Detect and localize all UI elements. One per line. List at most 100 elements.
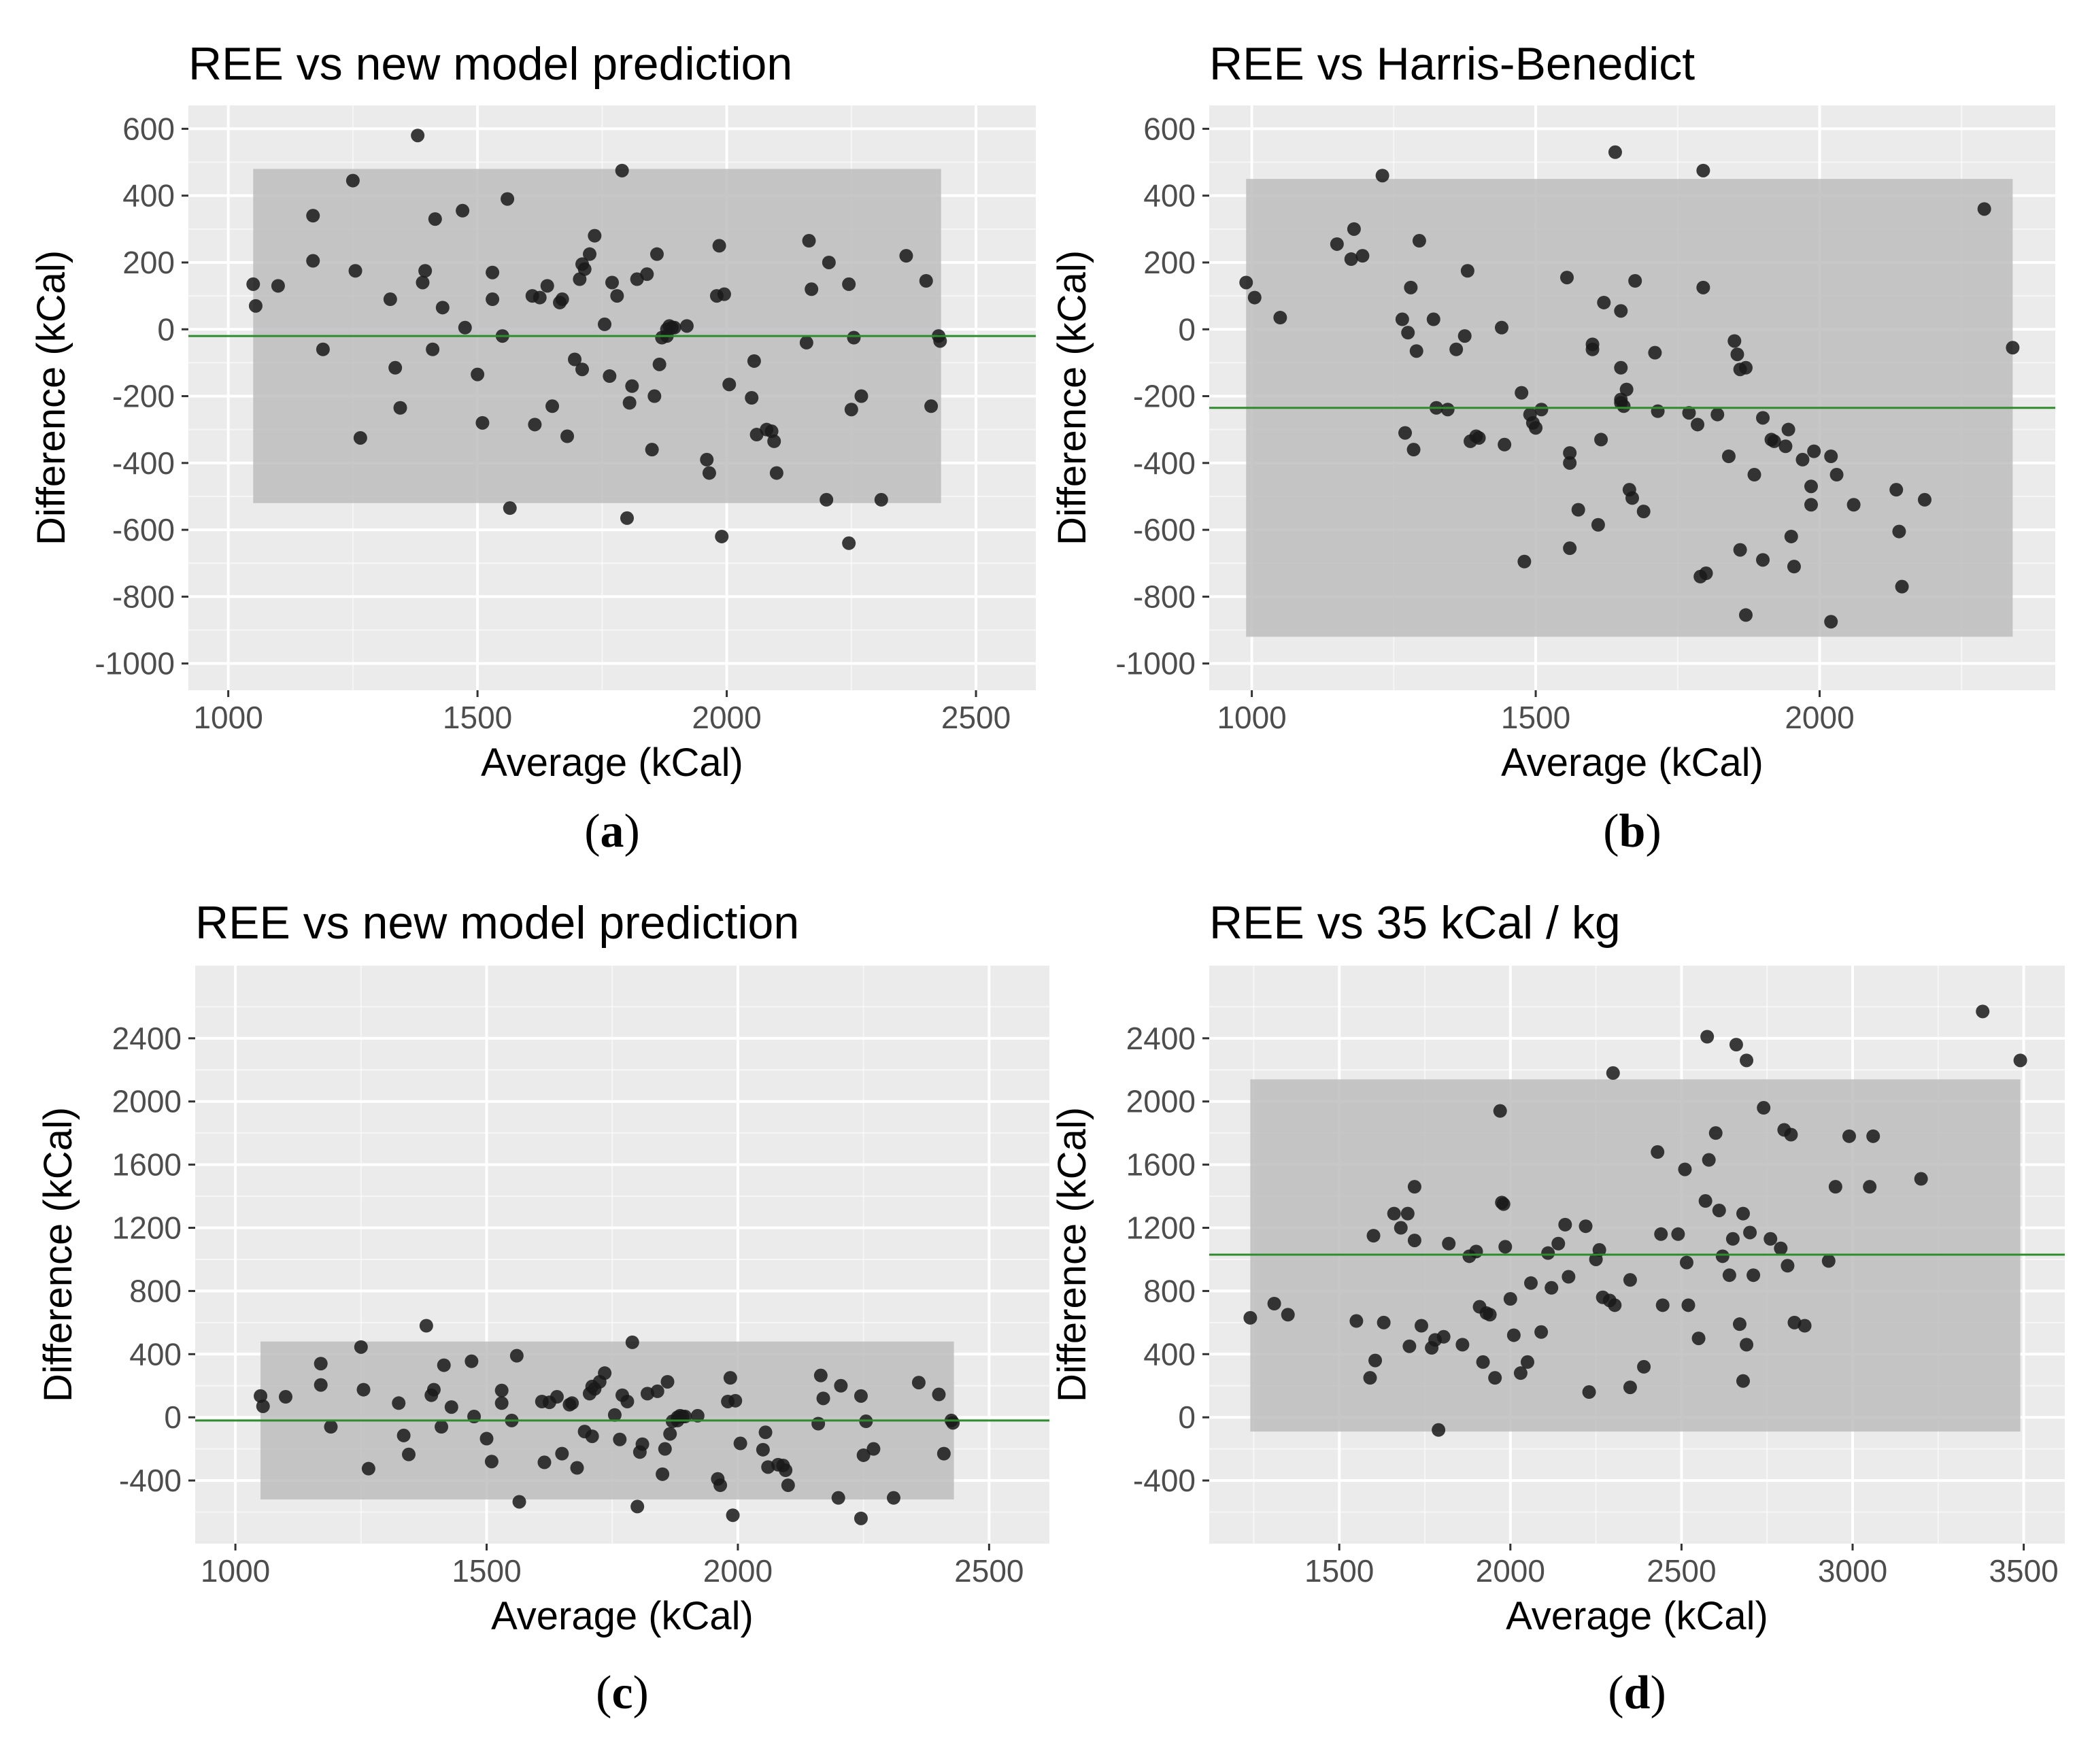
data-point bbox=[570, 1461, 584, 1475]
data-point bbox=[348, 264, 362, 278]
data-point bbox=[392, 1396, 406, 1410]
data-point bbox=[585, 1429, 599, 1444]
data-point bbox=[1778, 439, 1793, 454]
data-point bbox=[946, 1416, 960, 1430]
caption-close-paren: ) bbox=[1650, 1667, 1666, 1719]
data-point bbox=[1579, 1219, 1593, 1234]
data-point bbox=[1496, 1197, 1511, 1211]
y-tick-label: 0 bbox=[157, 311, 175, 347]
data-point bbox=[465, 1354, 479, 1368]
data-point bbox=[501, 192, 515, 206]
data-point bbox=[1807, 444, 1821, 458]
data-point bbox=[471, 367, 485, 381]
data-point bbox=[919, 274, 933, 288]
data-point bbox=[613, 1432, 627, 1446]
data-point bbox=[799, 335, 813, 350]
data-point bbox=[1738, 360, 1753, 375]
data-point bbox=[1895, 579, 1909, 594]
x-tick-label: 2000 bbox=[703, 1553, 773, 1589]
data-point bbox=[1764, 1232, 1778, 1246]
data-point bbox=[647, 389, 662, 403]
panel-title: REE vs new model prediction bbox=[195, 897, 799, 949]
caption-open-paren: ( bbox=[1603, 805, 1619, 858]
data-point bbox=[598, 317, 612, 331]
panel-c: 1000 1500 2000 2500 -400 0 400 800 1200 1600 2000 2… bbox=[36, 897, 1049, 1719]
data-point bbox=[605, 275, 619, 290]
data-point bbox=[1503, 1292, 1517, 1306]
data-point bbox=[700, 452, 714, 467]
data-point bbox=[607, 1408, 622, 1422]
data-point bbox=[1784, 529, 1798, 543]
caption-open-paren: ( bbox=[596, 1667, 611, 1719]
data-point bbox=[1534, 1325, 1549, 1339]
data-point bbox=[854, 1511, 868, 1525]
data-point bbox=[435, 1420, 449, 1434]
y-tick-label: 400 bbox=[1143, 178, 1196, 214]
panel-d: 1500 2000 2500 3000 3500 -400 0 400 800 1200 1600 2… bbox=[1050, 897, 2065, 1719]
data-point bbox=[715, 529, 729, 543]
data-point bbox=[1729, 1038, 1743, 1052]
data-point bbox=[1344, 252, 1358, 267]
data-point bbox=[802, 234, 816, 248]
data-point bbox=[1702, 1153, 1716, 1167]
data-point bbox=[1515, 386, 1529, 400]
data-point bbox=[1774, 1241, 1788, 1255]
data-point bbox=[418, 264, 433, 278]
data-point bbox=[1455, 1338, 1470, 1352]
y-tick-label: -600 bbox=[1133, 512, 1196, 547]
data-point bbox=[1617, 399, 1631, 413]
y-tick-label: -200 bbox=[1133, 379, 1196, 414]
y-tick-label: 1200 bbox=[1126, 1210, 1196, 1246]
y-tick-label: 200 bbox=[122, 245, 175, 280]
data-point bbox=[717, 287, 731, 301]
data-point bbox=[1498, 1240, 1513, 1254]
x-axis-label: Average (kCal) bbox=[1506, 1594, 1768, 1638]
data-point bbox=[1330, 237, 1344, 251]
data-point bbox=[712, 239, 726, 253]
data-point bbox=[484, 1455, 499, 1469]
y-axis-label: Difference (kCal) bbox=[36, 1107, 80, 1402]
data-point bbox=[428, 212, 442, 226]
data-point bbox=[598, 1366, 612, 1380]
data-point bbox=[573, 272, 587, 286]
data-point bbox=[658, 1442, 672, 1456]
data-point bbox=[475, 415, 490, 430]
data-point bbox=[610, 289, 624, 303]
data-point bbox=[625, 379, 639, 393]
y-tick-label: 600 bbox=[1143, 111, 1196, 146]
panel-caption: (c) bbox=[596, 1667, 649, 1719]
x-axis-label: Average (kCal) bbox=[481, 741, 743, 785]
y-axis-label: Difference (kCal) bbox=[1050, 1107, 1094, 1402]
data-point bbox=[512, 1495, 526, 1509]
data-point bbox=[1700, 1030, 1715, 1044]
data-point bbox=[583, 247, 597, 261]
data-point bbox=[1494, 320, 1508, 335]
data-point bbox=[1757, 1101, 1771, 1115]
data-point bbox=[874, 492, 888, 507]
data-point bbox=[1721, 450, 1736, 463]
data-point bbox=[1863, 1180, 1877, 1194]
x-tick-label: 1000 bbox=[201, 1553, 270, 1589]
x-tick-label: 3500 bbox=[1989, 1553, 2058, 1589]
data-point bbox=[588, 228, 602, 243]
data-point bbox=[1637, 1359, 1651, 1374]
caption-close-paren: ) bbox=[1645, 805, 1661, 858]
data-point bbox=[650, 1384, 664, 1398]
axis-ticks: 1000 1500 2000 -1000 -800 -600 -400 -200 0 200 400… bbox=[1115, 111, 1854, 735]
data-point bbox=[1767, 434, 1781, 448]
data-point bbox=[1517, 554, 1532, 569]
data-point bbox=[1524, 1276, 1538, 1290]
y-tick-label: 2400 bbox=[112, 1021, 182, 1056]
data-point bbox=[1710, 407, 1725, 422]
data-point bbox=[419, 1319, 433, 1333]
data-point bbox=[663, 1427, 677, 1441]
y-tick-label: 0 bbox=[1178, 1400, 1196, 1435]
data-point bbox=[767, 434, 781, 448]
data-point bbox=[1614, 304, 1628, 318]
data-point bbox=[1784, 1127, 1798, 1142]
data-point bbox=[393, 401, 407, 415]
data-point bbox=[361, 1461, 375, 1476]
data-point bbox=[625, 1335, 639, 1349]
y-tick-label: 800 bbox=[1143, 1273, 1196, 1308]
data-point bbox=[1457, 329, 1472, 343]
